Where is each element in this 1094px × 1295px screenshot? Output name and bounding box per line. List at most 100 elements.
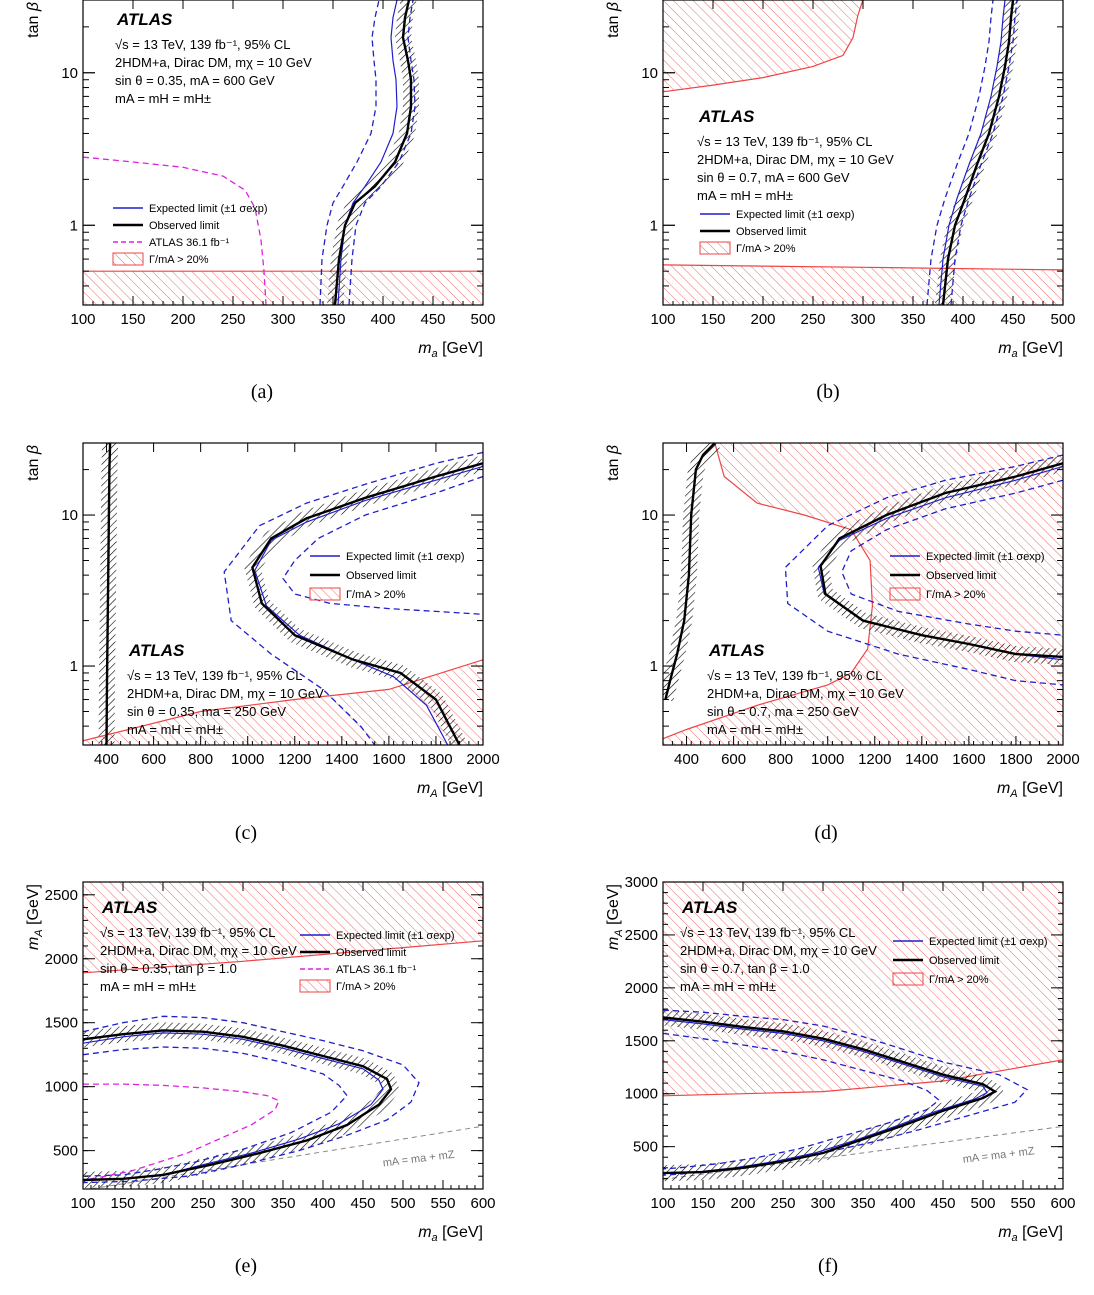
legend-label: Expected limit (±1 σexp): [929, 936, 1048, 948]
x-tick-label: 300: [230, 1195, 255, 1212]
atlas-label: ATLAS: [128, 641, 185, 660]
panel-caption: (d): [814, 822, 837, 844]
x-tick-label: 100: [650, 1195, 675, 1212]
y-axis-label: tan β: [605, 445, 622, 481]
x-tick-label: 500: [1050, 311, 1075, 328]
y-axis-label: tan β: [605, 2, 622, 38]
y-tick-label: 10: [641, 507, 658, 524]
plot-area-b: [663, 0, 1063, 305]
x-tick-label: 1800: [999, 751, 1032, 768]
annotation-line: mA = mH = mH±: [115, 91, 211, 106]
width-boundary-line: [663, 1059, 1063, 1097]
panel-caption: (a): [251, 381, 273, 403]
x-tick-label: 800: [188, 751, 213, 768]
annotation-line: 2HDM+a, Dirac DM, mχ = 10 GeV: [680, 943, 877, 958]
x-tick-label: 800: [768, 751, 793, 768]
plot-area-c: [83, 443, 483, 745]
x-tick-label: 300: [850, 311, 875, 328]
x-tick-label: 1200: [278, 751, 311, 768]
legend-label: Expected limit (±1 σexp): [336, 930, 455, 942]
legend-label: Expected limit (±1 σexp): [149, 203, 268, 215]
x-tick-label: 350: [270, 1195, 295, 1212]
legend-label: Expected limit (±1 σexp): [926, 551, 1045, 563]
x-tick-label: 300: [810, 1195, 835, 1212]
x-axis-label: ma [GeV]: [998, 1224, 1063, 1244]
expected-sigma-hi: [348, 0, 416, 305]
legend-label: Γ/mA > 20%: [736, 243, 796, 255]
panel-e: mA = ma + mZ 100 150 200 250 300 350 400 450 500 5…: [25, 881, 496, 1277]
x-tick-label: 500: [390, 1195, 415, 1212]
annotation-line: sin θ = 0.7, mA = 600 GeV: [697, 170, 850, 185]
x-tick-label: 1600: [372, 751, 405, 768]
width-boundary-line: [663, 443, 874, 740]
atlas-label: ATLAS: [116, 10, 173, 29]
y-axis-label: mA [GeV]: [25, 884, 45, 950]
expected-sigma-lo: [83, 1046, 348, 1177]
observed-limit: [664, 443, 716, 700]
x-tick-label: 200: [170, 311, 195, 328]
legend-swatch-width: [889, 587, 921, 601]
x-tick-label: 550: [1010, 1195, 1035, 1212]
x-tick-label: 600: [721, 751, 746, 768]
width-region: [663, 882, 1063, 1096]
annotation-line: mA = mH = mH±: [680, 979, 776, 994]
x-tick-label: 1400: [905, 751, 938, 768]
observed-limit: [941, 0, 1015, 305]
x-tick-label: 2000: [466, 751, 499, 768]
legend-label: Observed limit: [926, 570, 996, 582]
y-tick-label: 1500: [625, 1033, 658, 1050]
x-tick-label: 1800: [419, 751, 452, 768]
annotation-line: sin θ = 0.35, mA = 600 GeV: [115, 73, 275, 88]
guide-label: mA = ma + mZ: [962, 1145, 1035, 1166]
panel-d: 400 600 800 1000 1200 1400 1600 1800 2000 1 10 mA […: [605, 442, 1080, 844]
y-tick-label: 500: [633, 1139, 658, 1156]
y-tick-label: 1: [70, 658, 78, 675]
guide-label: mA = ma + mZ: [382, 1149, 455, 1170]
annotation-line: √s = 13 TeV, 139 fb⁻¹, 95% CL: [697, 134, 873, 149]
x-tick-label: 1600: [952, 751, 985, 768]
legend-label: Observed limit: [149, 220, 219, 232]
legend-label: Expected limit (±1 σexp): [346, 551, 465, 563]
x-tick-label: 1200: [858, 751, 891, 768]
y-tick-label: 2000: [625, 980, 658, 997]
legend-label: Γ/mA > 20%: [336, 981, 396, 993]
atlas-label: ATLAS: [681, 898, 738, 917]
atlas-label: ATLAS: [698, 107, 755, 126]
width-region: [663, 264, 1063, 305]
x-tick-label: 400: [674, 751, 699, 768]
atlas-label: ATLAS: [101, 898, 158, 917]
annotation-line: 2HDM+a, Dirac DM, mχ = 10 GeV: [115, 55, 312, 70]
x-tick-label: 100: [650, 311, 675, 328]
expected-limit: [938, 0, 1006, 305]
y-tick-label: 1: [650, 658, 658, 675]
x-tick-label: 400: [94, 751, 119, 768]
y-tick-label: 10: [61, 65, 78, 82]
legend-label: ATLAS 36.1 fb⁻¹: [336, 964, 417, 976]
expected-limit: [663, 1019, 988, 1174]
x-tick-label: 250: [770, 1195, 795, 1212]
x-tick-label: 1000: [231, 751, 264, 768]
annotation-line: 2HDM+a, Dirac DM, mχ = 10 GeV: [707, 686, 904, 701]
x-tick-label: 150: [690, 1195, 715, 1212]
width-boundary-line: [663, 264, 1063, 271]
x-tick-label: 600: [1050, 1195, 1075, 1212]
y-axis-label: tan β: [25, 445, 42, 481]
width-region: [663, 443, 1063, 745]
x-tick-label: 200: [150, 1195, 175, 1212]
legend-label: Observed limit: [736, 226, 806, 238]
x-axis-label: ma [GeV]: [998, 340, 1063, 360]
x-tick-label: 100: [70, 1195, 95, 1212]
annotation-line: √s = 13 TeV, 139 fb⁻¹, 95% CL: [100, 925, 276, 940]
observed-limit: [333, 0, 413, 305]
x-tick-label: 400: [950, 311, 975, 328]
y-tick-label: 10: [641, 65, 658, 82]
panel-a: 100 150 200 250 300 350 400 450 500 1 10 ma [GeV] ta…: [25, 0, 496, 403]
y-tick-label: 1000: [45, 1079, 78, 1096]
x-tick-label: 400: [890, 1195, 915, 1212]
legend-label: Expected limit (±1 σexp): [736, 209, 855, 221]
legend-label: Observed limit: [929, 955, 999, 967]
x-tick-label: 250: [220, 311, 245, 328]
width-region-top: [663, 0, 863, 92]
width-region: [83, 882, 483, 973]
